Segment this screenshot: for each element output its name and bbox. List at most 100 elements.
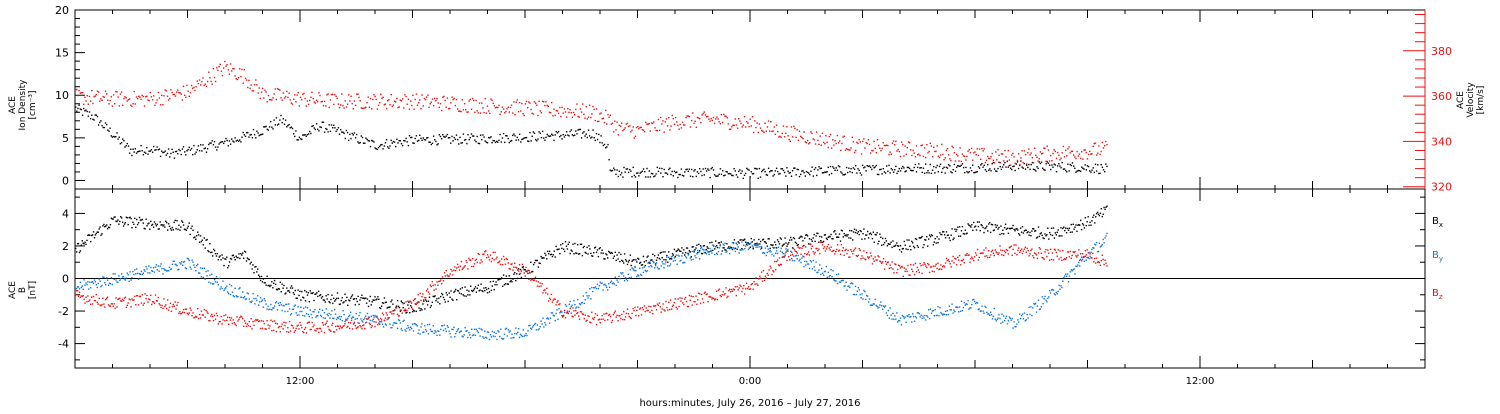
- bz-series-point: [591, 312, 592, 313]
- velocity-series-point: [456, 99, 457, 100]
- density-series-point: [341, 131, 342, 132]
- by-series-point: [435, 331, 436, 332]
- velocity-series-point: [935, 151, 936, 152]
- velocity-series-point: [792, 136, 793, 137]
- by-series-point: [798, 255, 799, 256]
- bz-series-point: [394, 309, 395, 310]
- by-series-point: [142, 274, 143, 275]
- velocity-series-point: [402, 98, 403, 99]
- density-series-point: [439, 134, 440, 135]
- velocity-series-point: [270, 99, 271, 100]
- bx-series-point: [1048, 238, 1049, 239]
- bx-series-point: [124, 223, 125, 224]
- bx-series-point: [1013, 229, 1014, 230]
- bx-series-point: [113, 218, 114, 219]
- velocity-series-point: [625, 127, 626, 128]
- bz-series-point: [516, 267, 517, 268]
- bx-series-point: [1002, 230, 1003, 231]
- bx-series-point: [846, 235, 847, 236]
- by-series-point: [848, 285, 849, 286]
- bx-series-point: [321, 297, 322, 298]
- density-series-point: [255, 137, 256, 138]
- velocity-series-point: [388, 99, 389, 100]
- by-series-point: [286, 304, 287, 305]
- bx-series-point: [840, 240, 841, 241]
- velocity-series-point: [167, 96, 168, 97]
- density-series-point: [716, 176, 717, 177]
- density-series-point: [978, 166, 979, 167]
- velocity-series-point: [486, 112, 487, 113]
- bx-series-point: [714, 248, 715, 249]
- density-series-point: [409, 135, 410, 136]
- density-series-point: [187, 149, 188, 150]
- bz-series-point: [436, 281, 437, 282]
- by-series-point: [919, 313, 920, 314]
- bx-series-point: [292, 287, 293, 288]
- by-series-point: [339, 316, 340, 317]
- by-series-point: [696, 253, 697, 254]
- bx-series-point: [778, 241, 779, 242]
- bz-series-point: [223, 315, 224, 316]
- density-series-point: [918, 163, 919, 164]
- density-series-point: [369, 140, 370, 141]
- bx-series-point: [1088, 216, 1089, 217]
- bx-series-point: [338, 298, 339, 299]
- bz-series-point: [235, 324, 236, 325]
- bx-series-point: [858, 231, 859, 232]
- density-series-point: [810, 171, 811, 172]
- density-series-point: [728, 173, 729, 174]
- density-series-point: [709, 177, 710, 178]
- density-series-point: [618, 176, 619, 177]
- density-series-point: [790, 172, 791, 173]
- by-series-point: [157, 269, 158, 270]
- by-series-point: [961, 301, 962, 302]
- bx-series-point: [1095, 216, 1096, 217]
- bz-series-point: [734, 289, 735, 290]
- velocity-series-point: [1051, 160, 1052, 161]
- by-series-point: [127, 273, 128, 274]
- density-series-point: [690, 176, 691, 177]
- bz-series-point: [472, 258, 473, 259]
- velocity-series-point: [528, 101, 529, 102]
- velocity-series-point: [95, 95, 96, 96]
- velocity-series-point: [192, 88, 193, 89]
- density-series-point: [535, 139, 536, 140]
- bx-series-point: [196, 235, 197, 236]
- density-series-point: [272, 128, 273, 129]
- velocity-series-point: [389, 104, 390, 105]
- density-series-point: [938, 171, 939, 172]
- velocity-series-point: [1099, 154, 1100, 155]
- by-series-point: [365, 315, 366, 316]
- bx-series-point: [1065, 228, 1066, 229]
- density-series-point: [153, 146, 154, 147]
- bx-series-point: [1073, 229, 1074, 230]
- density-series-point: [1079, 170, 1080, 171]
- density-series-point: [676, 171, 677, 172]
- velocity-series-point: [282, 100, 283, 101]
- density-series-point: [333, 125, 334, 126]
- density-series-point: [672, 171, 673, 172]
- velocity-series-point: [114, 103, 115, 104]
- density-series-point: [898, 171, 899, 172]
- density-series-point: [1104, 171, 1105, 172]
- by-series-point: [493, 335, 494, 336]
- bz-series-point: [597, 315, 598, 316]
- by-series-point: [257, 295, 258, 296]
- bz-series-point: [214, 315, 215, 316]
- velocity-series-point: [158, 92, 159, 93]
- density-series-point: [722, 170, 723, 171]
- bz-series-point: [178, 313, 179, 314]
- by-series-point: [970, 307, 971, 308]
- bz-series-point: [379, 324, 380, 325]
- velocity-series-point: [899, 151, 900, 152]
- by-series-point: [783, 253, 784, 254]
- bx-series-point: [106, 224, 107, 225]
- velocity-series-point: [87, 95, 88, 96]
- bz-series-point: [750, 288, 751, 289]
- density-series-point: [364, 143, 365, 144]
- by-series-point: [878, 307, 879, 308]
- bz-series-point: [204, 309, 205, 310]
- by-series-point: [327, 315, 328, 316]
- by-series-point: [351, 318, 352, 319]
- bz-series-point: [453, 270, 454, 271]
